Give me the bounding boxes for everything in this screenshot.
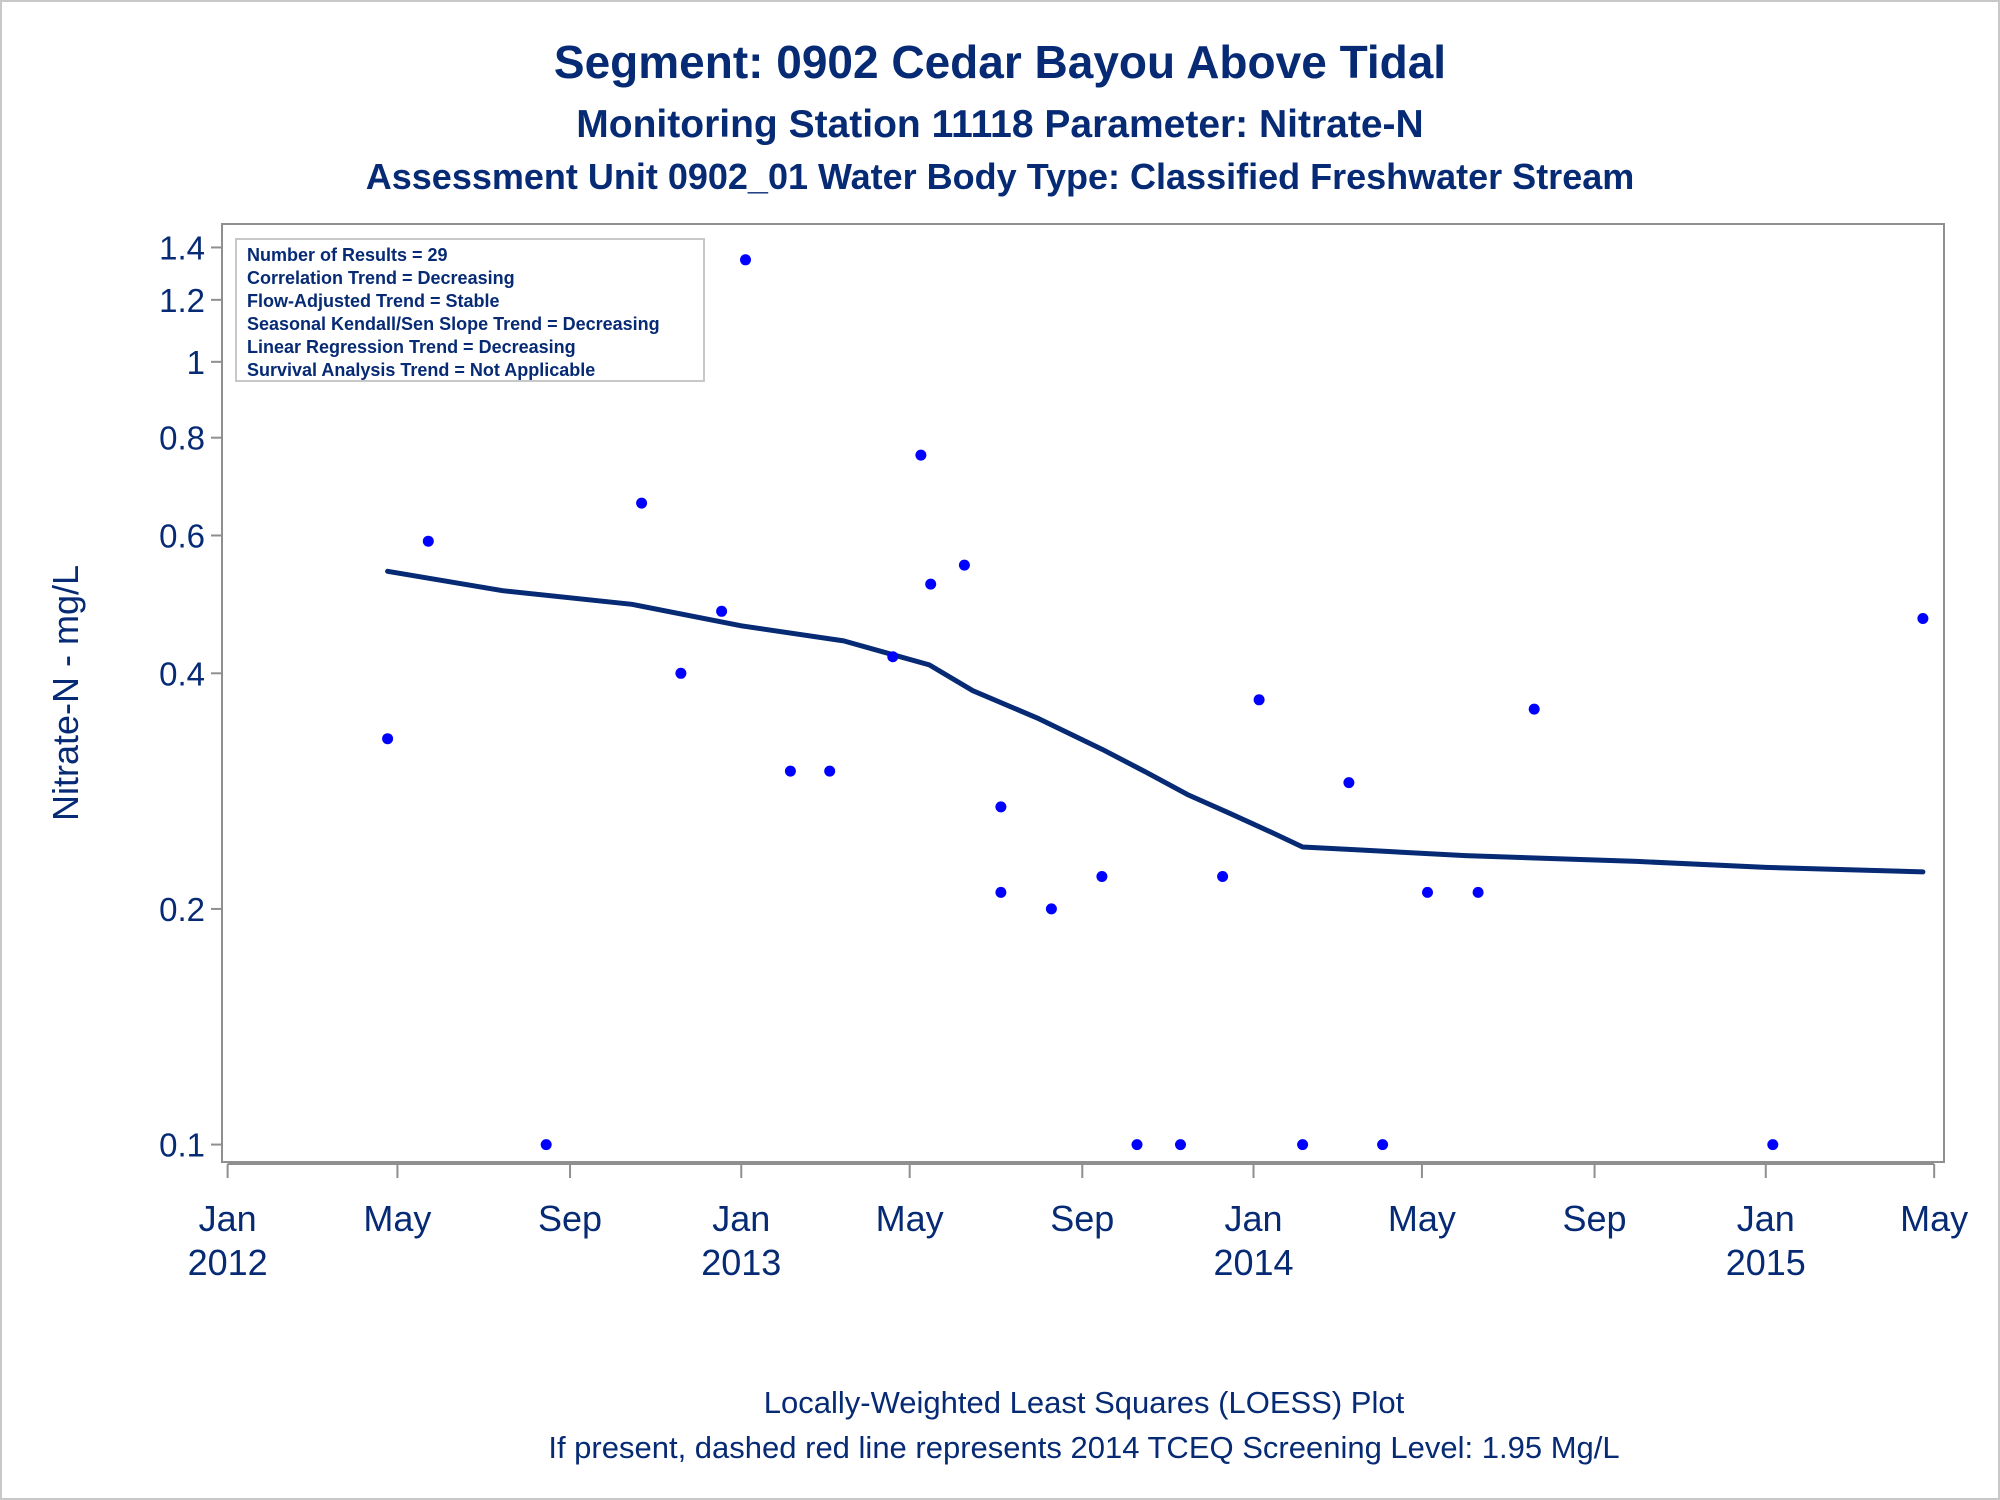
- data-point: [636, 497, 648, 509]
- chart-subtitle-assessment: Assessment Unit 0902_01 Water Body Type:…: [366, 156, 1635, 197]
- stats-box-line: Number of Results = 29: [247, 245, 448, 265]
- data-point: [1131, 1139, 1143, 1151]
- x-tick-label-month: Sep: [1563, 1198, 1627, 1239]
- data-point: [824, 765, 836, 777]
- plot-area: [221, 223, 1945, 1163]
- x-tick-label-month: May: [363, 1198, 431, 1239]
- data-point: [1096, 871, 1108, 882]
- y-tick-label: 0.4: [159, 655, 205, 692]
- data-point: [995, 886, 1007, 898]
- x-tick-label-month: Sep: [1050, 1198, 1114, 1239]
- chart-title: Segment: 0902 Cedar Bayou Above Tidal: [554, 36, 1446, 88]
- data-point: [1917, 613, 1929, 624]
- x-tick-label-year: 2014: [1213, 1242, 1293, 1283]
- stats-box-line: Flow-Adjusted Trend = Stable: [247, 291, 500, 311]
- data-point: [1377, 1139, 1389, 1151]
- data-point: [740, 254, 751, 266]
- data-point: [958, 559, 970, 571]
- y-tick-label: 0.2: [159, 891, 205, 928]
- data-point: [1253, 694, 1265, 706]
- y-tick-label: 1.4: [159, 229, 205, 266]
- x-tick-label-year: 2015: [1726, 1242, 1806, 1283]
- data-point: [716, 605, 728, 617]
- x-tick-label-month: Jan: [1224, 1198, 1282, 1239]
- y-tick-label: 0.8: [159, 420, 205, 457]
- data-point: [1472, 886, 1484, 898]
- x-tick-label-month: May: [1388, 1198, 1456, 1239]
- loess-curve-layer: [385, 568, 1926, 875]
- data-point: [540, 1139, 552, 1151]
- data-point: [422, 535, 434, 547]
- stats-box-lines: Number of Results = 29 Correlation Trend …: [247, 245, 660, 380]
- x-tick-label-year: 2012: [188, 1242, 268, 1283]
- stats-box-line: Seasonal Kendall/Sen Slope Trend = Decre…: [247, 314, 660, 334]
- x-tick-label-year: 2013: [701, 1242, 781, 1283]
- data-point: [1343, 777, 1355, 789]
- data-point: [1297, 1139, 1309, 1151]
- x-tick-label-month: Sep: [538, 1198, 602, 1239]
- data-point: [915, 449, 927, 461]
- data-point: [675, 667, 687, 679]
- stats-box-frame: [235, 238, 705, 382]
- data-point: [887, 651, 899, 663]
- y-tick-label: 1: [187, 344, 205, 381]
- data-point: [995, 801, 1007, 813]
- y-tick-label: 0.6: [159, 517, 205, 554]
- x-tick-label-month: May: [1900, 1198, 1968, 1239]
- loess-curve: [385, 568, 1926, 875]
- stats-box-line: Correlation Trend = Decreasing: [247, 268, 515, 288]
- y-axis-label: Nitrate-N - mg/L: [45, 565, 86, 821]
- data-point: [382, 733, 394, 745]
- chart-subtitle-station: Monitoring Station 11118 Parameter: Nitr…: [576, 103, 1423, 146]
- x-tick-label-month: Jan: [199, 1198, 257, 1239]
- data-point: [1528, 703, 1540, 715]
- data-point: [925, 578, 937, 590]
- x-tick-label-month: Jan: [1737, 1198, 1795, 1239]
- data-point: [1175, 1139, 1186, 1151]
- data-point: [1045, 903, 1057, 915]
- data-point: [1217, 871, 1229, 882]
- stats-box-line: Linear Regression Trend = Decreasing: [247, 337, 576, 357]
- footnote-screening-level: If present, dashed red line represents 2…: [548, 1430, 1619, 1465]
- stats-box-line: Survival Analysis Trend = Not Applicable: [247, 360, 595, 380]
- x-tick-label-month: Jan: [712, 1198, 770, 1239]
- y-tick-label: 0.1: [159, 1127, 205, 1164]
- x-tick-label-month: May: [876, 1198, 944, 1239]
- data-point: [1422, 886, 1433, 898]
- data-point: [784, 765, 796, 777]
- y-tick-label: 1.2: [159, 282, 205, 319]
- data-point: [1767, 1139, 1779, 1151]
- footnote-loess: Locally-Weighted Least Squares (LOESS) P…: [764, 1385, 1405, 1420]
- data-points-layer: [382, 254, 1929, 1151]
- y-axis: 0.1 0.2 0.4 0.6 0.8 1 1.2 1.4: [159, 229, 222, 1164]
- stats-box: Number of Results = 29 Correlation Trend …: [235, 238, 705, 382]
